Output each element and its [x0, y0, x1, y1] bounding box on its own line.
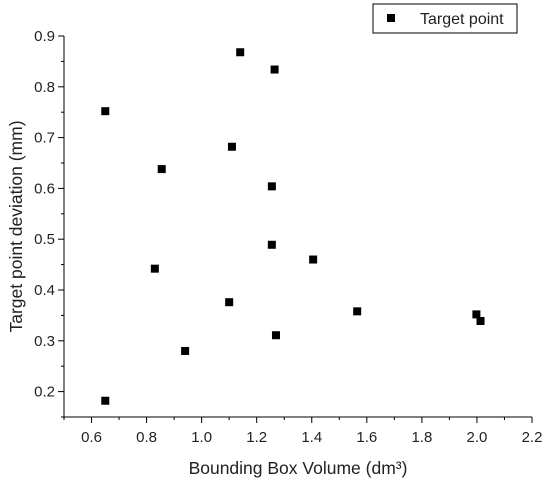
legend: Target point: [372, 3, 518, 34]
x-tick-label: 1.8: [411, 429, 432, 446]
data-point: [267, 182, 276, 191]
data-point: [472, 310, 481, 319]
x-tick-label: 1.0: [191, 429, 212, 446]
data-point: [309, 255, 318, 264]
y-tick-label: 0.3: [34, 333, 55, 350]
x-tick-label: 2.2: [522, 429, 543, 446]
x-tick-label: 2.0: [467, 429, 488, 446]
legend-marker: [387, 14, 395, 22]
data-points: [101, 48, 485, 405]
data-point: [476, 316, 485, 325]
y-tick-label: 0.5: [34, 231, 55, 248]
data-point: [267, 240, 276, 249]
legend-label: Target point: [420, 11, 504, 28]
x-axis-title: Bounding Box Volume (dm³): [189, 458, 408, 478]
data-point: [271, 331, 280, 340]
y-tick-label: 0.6: [34, 180, 55, 197]
data-point: [157, 165, 166, 174]
y-tick-label: 0.7: [34, 130, 55, 147]
x-tick-label: 1.2: [246, 429, 267, 446]
data-point: [227, 142, 236, 151]
data-point: [225, 298, 234, 307]
data-point: [101, 396, 110, 405]
x-tick-label: 1.4: [301, 429, 322, 446]
data-point: [181, 346, 190, 355]
x-tick-label: 0.6: [81, 429, 102, 446]
y-tick-label: 0.2: [34, 384, 55, 401]
data-point: [150, 264, 159, 273]
x-tick-label: 0.8: [136, 429, 157, 446]
data-point: [236, 48, 245, 57]
axes: 0.6 0.8 1.0 1.2 1.4 1.6 1.8 2.0 2.2 0.2 0.3 0.4 0.5 0…: [34, 28, 542, 446]
x-tick-label: 1.6: [356, 429, 377, 446]
data-point: [353, 307, 362, 316]
data-point: [101, 107, 110, 116]
data-point: [270, 65, 279, 74]
y-tick-label: 0.4: [34, 282, 55, 299]
y-tick-label: 0.8: [34, 79, 55, 96]
y-axis-title: Target point deviation (mm): [6, 120, 26, 332]
legend-box: [372, 3, 518, 34]
y-tick-label: 0.9: [34, 28, 55, 45]
